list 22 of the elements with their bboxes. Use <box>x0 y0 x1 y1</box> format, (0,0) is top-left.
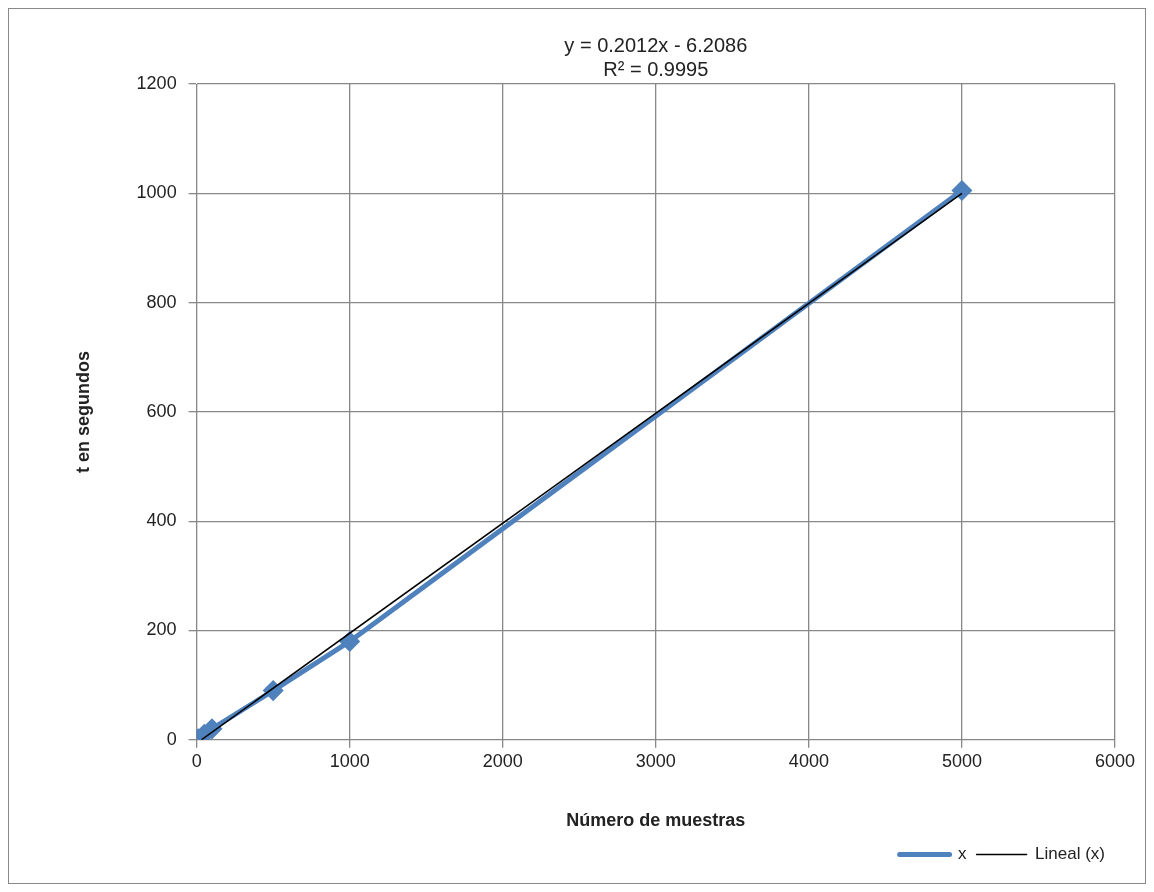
x-axis-title: Número de muestras <box>566 810 746 831</box>
x-tick-label: 6000 <box>1094 750 1136 771</box>
x-tick-label: 4000 <box>788 750 829 771</box>
y-tick-label: 1000 <box>136 182 177 203</box>
y-tick-label: 200 <box>146 619 177 640</box>
y-tick-label: 600 <box>146 400 177 421</box>
y-axis-title: t en segundos <box>72 350 93 473</box>
legend-label: x <box>958 844 968 864</box>
legend-label: Lineal (x) <box>1035 844 1105 864</box>
x-tick-label: 3000 <box>635 750 676 771</box>
text: R² = 0.9995 <box>603 57 709 80</box>
x-tick-label: 0 <box>191 750 202 771</box>
point <box>340 631 360 651</box>
x-tick-label: 2000 <box>482 750 523 771</box>
text: y = 0.2012x - 6.2086 <box>564 33 748 56</box>
y-tick-label: 0 <box>166 728 177 749</box>
y-tick-label: 1200 <box>136 72 177 93</box>
y-tick-label: 800 <box>146 291 177 312</box>
x-tick-label: 5000 <box>941 750 982 771</box>
y-tick-label: 400 <box>146 510 177 531</box>
point <box>952 181 972 201</box>
x-tick-label: 1000 <box>329 750 370 771</box>
